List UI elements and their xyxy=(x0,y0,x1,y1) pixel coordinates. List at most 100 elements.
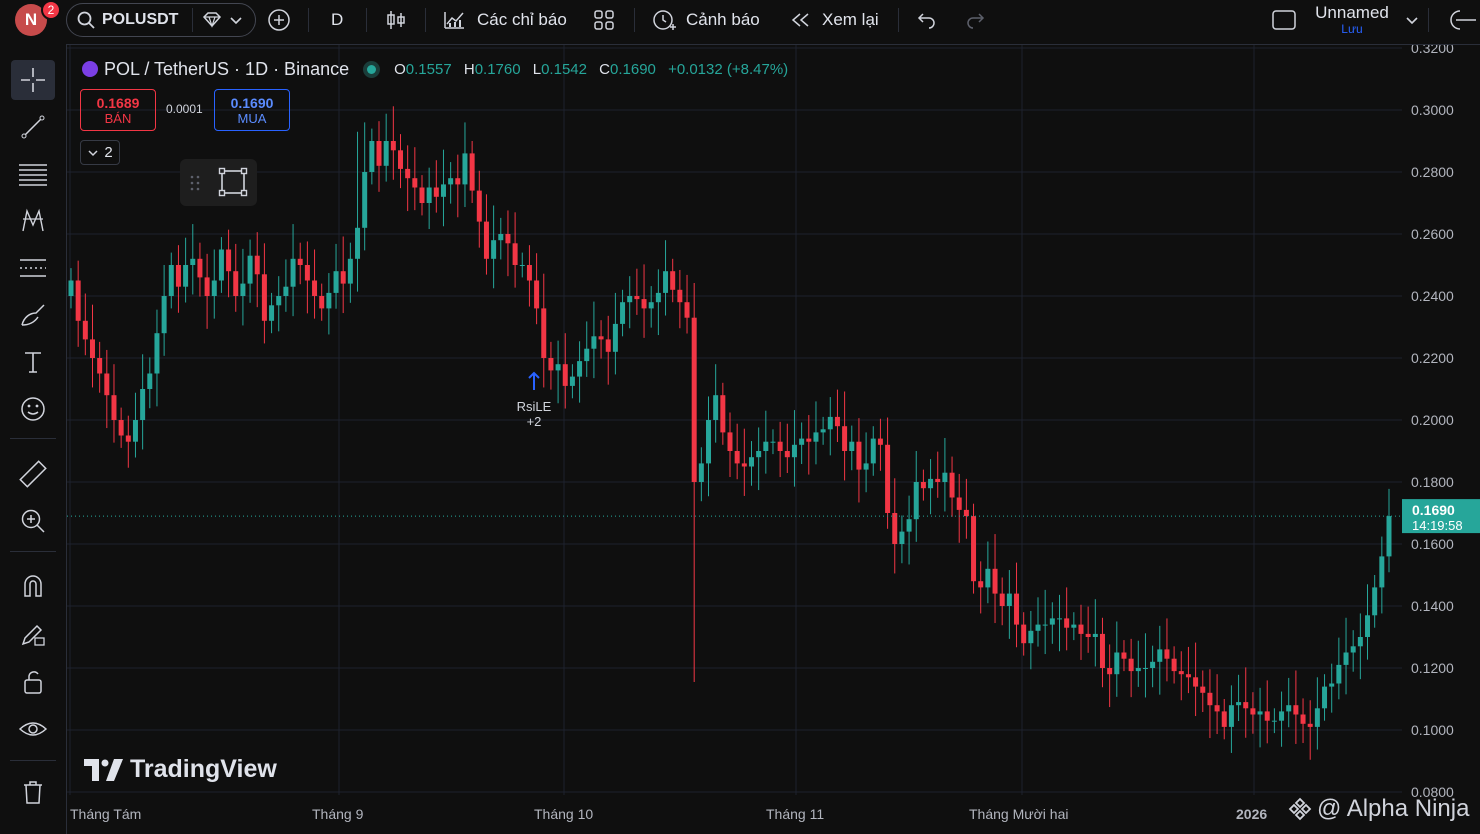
candle-style-icon[interactable] xyxy=(385,0,407,40)
candle-body xyxy=(670,271,676,290)
candle-body xyxy=(1099,633,1105,668)
candle-body xyxy=(1028,630,1034,644)
text-tool-icon[interactable] xyxy=(11,342,55,382)
replay-button[interactable]: Xem lại xyxy=(789,0,879,40)
price-tick-label: 0.2200 xyxy=(1411,350,1454,366)
candle-body xyxy=(1293,705,1299,715)
undo-icon[interactable] xyxy=(916,0,938,40)
candle-body xyxy=(756,451,762,458)
sell-button[interactable]: 0.1689 BÁN xyxy=(80,89,156,131)
candle-body xyxy=(1092,633,1098,637)
candle-body xyxy=(426,187,432,203)
pattern-icon[interactable] xyxy=(11,201,55,241)
last-price-label: 0.1690 xyxy=(1412,502,1455,518)
candle-body xyxy=(1372,587,1378,616)
add-symbol-icon[interactable] xyxy=(267,0,291,40)
candle-body xyxy=(1114,652,1120,675)
unlock-icon[interactable] xyxy=(11,662,55,702)
candle-body xyxy=(620,302,626,324)
candle-body xyxy=(1178,671,1184,675)
candle-body xyxy=(319,296,325,309)
candle-body xyxy=(956,497,962,510)
candle-body xyxy=(1365,615,1371,637)
candle-body xyxy=(906,519,912,532)
candle-body xyxy=(584,348,590,362)
candle-body xyxy=(1379,556,1385,588)
candle-body xyxy=(892,513,898,544)
candle-body xyxy=(763,441,769,451)
candle-body xyxy=(161,296,167,334)
emoji-icon[interactable] xyxy=(11,389,55,429)
candle-body xyxy=(598,336,604,340)
trend-line-icon[interactable] xyxy=(11,107,55,147)
indicators-button[interactable]: Các chỉ báo xyxy=(442,0,567,40)
ruler-icon[interactable] xyxy=(11,454,55,494)
floating-drawing-toolbar[interactable] xyxy=(180,159,257,206)
candle-body xyxy=(226,249,232,272)
candle-body xyxy=(1107,668,1113,675)
top-toolbar: N 2 POLUSDT D Các chỉ báo Cảnh báo Xem l… xyxy=(0,0,1480,45)
up-arrow-icon xyxy=(528,371,540,390)
tradingview-logo[interactable]: TradingView xyxy=(84,755,277,784)
candle-body xyxy=(784,451,790,458)
candle-body xyxy=(834,416,840,427)
notification-badge: 2 xyxy=(41,0,61,20)
candle-body xyxy=(1236,702,1242,706)
candle-body xyxy=(684,302,690,318)
candle-body xyxy=(1257,711,1263,715)
candle-body xyxy=(1221,711,1227,727)
exchange-diamond-icon[interactable] xyxy=(201,0,245,40)
candle-body xyxy=(211,280,217,296)
candle-body xyxy=(1307,723,1313,727)
price-tick-label: 0.2600 xyxy=(1411,226,1454,242)
candle-body xyxy=(663,271,669,293)
zoom-in-icon[interactable] xyxy=(11,501,55,541)
candle-body xyxy=(999,593,1005,606)
quick-search-icon[interactable] xyxy=(1448,0,1476,40)
candle-body xyxy=(519,265,525,266)
candle-body xyxy=(491,240,497,259)
candle-body xyxy=(218,249,224,281)
drag-handle-icon[interactable] xyxy=(188,174,202,192)
interval-button[interactable]: D xyxy=(331,10,344,29)
brush-icon[interactable] xyxy=(11,295,55,335)
candle-body xyxy=(634,296,640,300)
price-chart[interactable] xyxy=(67,45,1402,795)
time-axis[interactable]: Tháng Tám Tháng 9 Tháng 10 Tháng 11 Tháng Mư… xyxy=(67,795,1402,834)
forecast-icon[interactable] xyxy=(11,248,55,288)
divider xyxy=(634,8,635,32)
candle-body xyxy=(147,373,153,389)
price-tick-label: 0.1200 xyxy=(1411,660,1454,676)
lock-drawings-icon[interactable] xyxy=(11,614,55,654)
alerts-button[interactable]: Cảnh báo xyxy=(651,0,760,40)
symbol-label[interactable]: POLUSDT xyxy=(102,11,179,28)
buy-button[interactable]: 0.1690 MUA xyxy=(214,89,290,131)
candle-body xyxy=(691,317,697,482)
candle-body xyxy=(870,438,876,464)
candle-body xyxy=(175,265,181,287)
redo-icon[interactable] xyxy=(964,0,986,40)
eye-icon[interactable] xyxy=(11,709,55,749)
signal-annotation[interactable]: RsiLE +2 xyxy=(510,371,558,429)
layout-checkbox-icon[interactable] xyxy=(1271,0,1297,40)
rectangle-tool-icon[interactable] xyxy=(218,167,248,197)
chevron-down-icon[interactable] xyxy=(1405,0,1419,40)
legend-title[interactable]: POL / TetherUS · 1D · Binance xyxy=(104,58,350,79)
crosshair-icon[interactable] xyxy=(11,60,55,100)
fib-lines-icon[interactable] xyxy=(11,154,55,194)
price-axis[interactable]: 0.0800 0.1000 0.1200 0.1400 0.1600 0.1800 0.20… xyxy=(1402,45,1480,834)
indicators-collapse-button[interactable]: 2 xyxy=(80,140,120,165)
divider xyxy=(366,8,367,32)
price-tick-label: 0.1600 xyxy=(1411,536,1454,552)
candle-body xyxy=(1128,658,1134,672)
candle-body xyxy=(104,373,110,396)
candle-body xyxy=(75,280,81,321)
layout-name[interactable]: Unnamed Lưu xyxy=(1315,3,1389,36)
candle-body xyxy=(398,150,403,169)
templates-grid-icon[interactable] xyxy=(592,0,616,40)
symbol-search[interactable] xyxy=(66,3,256,37)
candle-body xyxy=(605,339,611,352)
magnet-icon[interactable] xyxy=(11,566,55,606)
trash-icon[interactable] xyxy=(11,772,55,812)
candle-body xyxy=(1171,658,1177,672)
